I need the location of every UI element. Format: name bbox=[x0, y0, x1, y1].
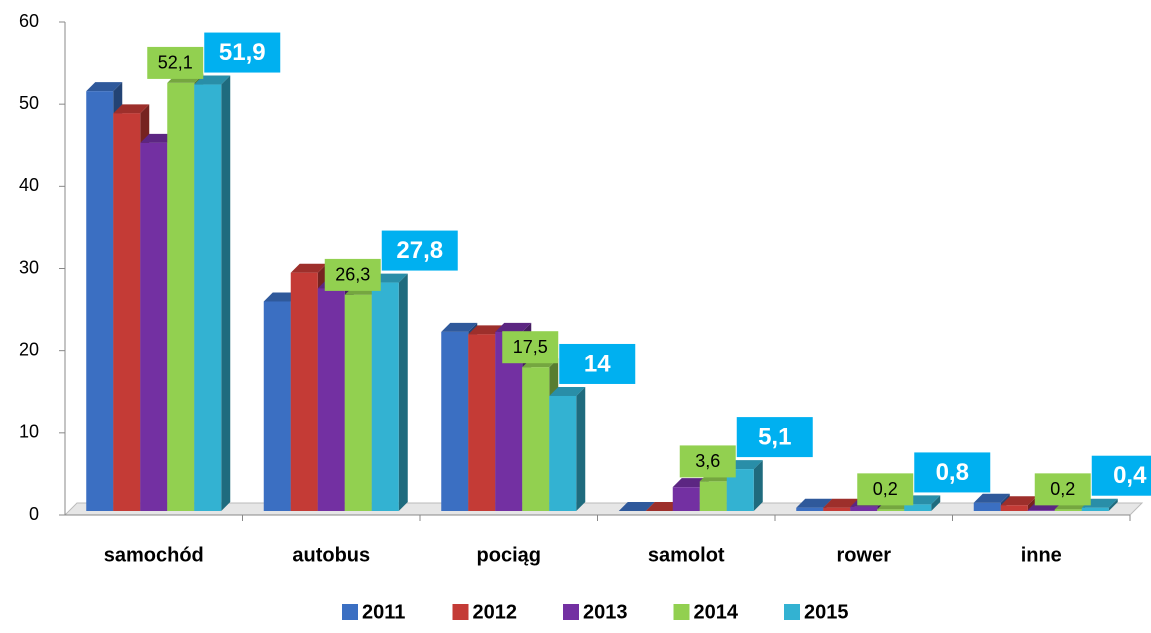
bar bbox=[823, 507, 851, 511]
bar-top bbox=[973, 493, 1010, 503]
bar bbox=[167, 82, 195, 511]
bar bbox=[441, 331, 469, 511]
value-label-box bbox=[1034, 473, 1091, 506]
bar bbox=[877, 509, 905, 511]
y-tick-label: 40 bbox=[19, 175, 39, 195]
bar-top bbox=[1000, 496, 1037, 506]
x-tick-label: pociąg bbox=[477, 544, 541, 566]
value-label-box bbox=[679, 445, 736, 478]
bar bbox=[1000, 505, 1028, 511]
bar-side bbox=[931, 495, 941, 511]
y-tick-label: 20 bbox=[19, 339, 39, 359]
legend-label: 2013 bbox=[583, 601, 628, 623]
bar bbox=[371, 282, 399, 511]
value-label-box bbox=[1091, 455, 1151, 496]
bar-side bbox=[576, 386, 586, 511]
bar-side bbox=[1027, 496, 1037, 511]
legend-swatch bbox=[452, 604, 469, 620]
bar bbox=[796, 507, 824, 511]
value-label: 0,2 bbox=[1050, 479, 1075, 499]
x-tick-label: inne bbox=[1021, 544, 1062, 566]
legend-label: 2014 bbox=[694, 601, 739, 623]
bar-side bbox=[753, 460, 763, 511]
bar bbox=[317, 288, 345, 511]
value-label: 17,5 bbox=[513, 337, 548, 357]
bar bbox=[904, 504, 932, 511]
bar bbox=[973, 502, 1001, 511]
bar bbox=[344, 294, 372, 511]
legend-label: 2012 bbox=[473, 601, 518, 623]
bar-top bbox=[113, 104, 150, 114]
value-label-box bbox=[147, 46, 204, 79]
value-label-box bbox=[324, 258, 381, 291]
y-tick-label: 30 bbox=[19, 257, 39, 277]
value-label: 51,9 bbox=[219, 39, 266, 66]
bar-top bbox=[618, 502, 655, 511]
bar bbox=[850, 506, 878, 511]
legend-swatch bbox=[784, 604, 800, 620]
bar bbox=[672, 487, 700, 511]
value-label: 14 bbox=[584, 350, 611, 377]
value-label-box bbox=[381, 230, 458, 271]
value-label: 27,8 bbox=[396, 237, 443, 264]
value-label-box bbox=[857, 473, 914, 506]
legend-label: 2015 bbox=[804, 601, 849, 623]
bar bbox=[194, 84, 222, 512]
x-tick-label: autobus bbox=[292, 544, 370, 566]
value-label: 0,4 bbox=[1113, 462, 1147, 489]
bar-top bbox=[441, 322, 478, 332]
x-tick-label: rower bbox=[837, 544, 892, 566]
bar bbox=[140, 142, 168, 512]
bar-top bbox=[86, 82, 123, 92]
bar bbox=[468, 334, 496, 511]
value-label: 5,1 bbox=[758, 423, 791, 450]
bar-top bbox=[290, 263, 327, 273]
legend-swatch bbox=[673, 604, 690, 620]
bar-side bbox=[1108, 498, 1118, 511]
bar bbox=[522, 367, 550, 511]
value-label: 26,3 bbox=[335, 265, 370, 285]
bar bbox=[1081, 507, 1109, 511]
bar bbox=[290, 272, 318, 511]
y-tick-label: 50 bbox=[19, 93, 39, 113]
bar-side bbox=[398, 273, 408, 511]
value-label-box bbox=[914, 452, 991, 493]
y-tick-label: 10 bbox=[19, 422, 39, 442]
bar bbox=[263, 301, 291, 511]
x-tick-label: samochód bbox=[104, 544, 204, 566]
legend-swatch bbox=[342, 604, 358, 620]
bar-top bbox=[549, 386, 586, 396]
legend-swatch bbox=[563, 604, 579, 620]
value-label: 0,8 bbox=[936, 459, 969, 486]
value-label-box bbox=[559, 343, 636, 384]
bar bbox=[699, 481, 727, 511]
value-label-box bbox=[502, 331, 559, 364]
bar bbox=[1027, 510, 1055, 511]
bar bbox=[549, 395, 577, 511]
value-label: 0,2 bbox=[873, 479, 898, 499]
bar-top bbox=[823, 498, 860, 508]
bar bbox=[113, 113, 141, 512]
value-label: 3,6 bbox=[695, 451, 720, 471]
y-tick-label: 60 bbox=[19, 11, 39, 31]
x-tick-label: samolot bbox=[648, 544, 725, 566]
bar-top bbox=[495, 322, 532, 332]
legend-label: 2011 bbox=[362, 601, 405, 623]
y-tick-label: 0 bbox=[29, 504, 39, 524]
bar-top bbox=[796, 498, 833, 508]
bar bbox=[1054, 509, 1082, 511]
bar-side bbox=[221, 75, 231, 512]
bar bbox=[86, 91, 114, 512]
value-label-box bbox=[204, 32, 281, 73]
value-label: 52,1 bbox=[158, 53, 193, 73]
value-label-box bbox=[736, 417, 813, 458]
